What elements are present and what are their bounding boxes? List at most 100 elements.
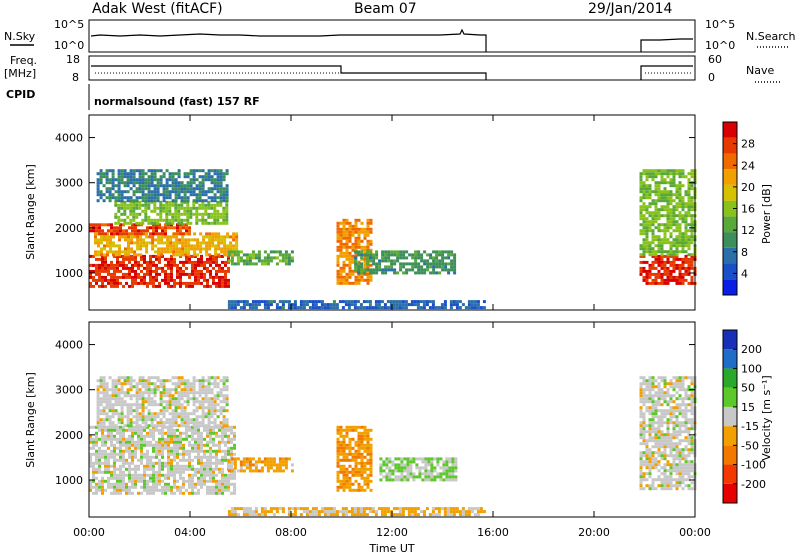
cell	[269, 460, 273, 464]
cell	[230, 476, 233, 480]
cell	[444, 256, 448, 260]
cell	[155, 482, 158, 486]
cell	[175, 241, 179, 245]
cell	[167, 488, 170, 492]
cell	[657, 238, 661, 242]
cell	[102, 409, 106, 413]
cell	[290, 513, 294, 517]
cell	[672, 241, 676, 245]
cell	[89, 488, 92, 492]
cell	[464, 513, 468, 517]
cell	[173, 476, 176, 480]
cell	[110, 278, 113, 282]
cell	[233, 303, 237, 307]
cell	[207, 215, 211, 219]
cell	[165, 394, 169, 398]
cell	[171, 181, 175, 185]
cell	[183, 394, 187, 398]
cell	[191, 263, 194, 267]
cell	[218, 482, 221, 486]
cell	[194, 470, 197, 474]
cell	[269, 303, 273, 307]
cell	[152, 434, 155, 438]
cell	[687, 196, 691, 200]
cell	[687, 241, 691, 245]
cell	[233, 476, 236, 480]
cell	[221, 254, 224, 258]
cell	[669, 190, 673, 194]
cell	[429, 253, 433, 257]
cell	[213, 421, 217, 425]
cell	[420, 253, 424, 257]
cell	[212, 443, 215, 447]
cell	[441, 259, 445, 263]
cell	[660, 260, 664, 264]
cell	[642, 190, 646, 194]
cell	[260, 259, 264, 263]
cell	[204, 412, 208, 416]
cell	[345, 425, 349, 429]
cell	[188, 434, 191, 438]
cell	[140, 232, 143, 236]
cell	[642, 382, 646, 386]
cell	[227, 458, 230, 462]
cell	[96, 199, 100, 203]
cell	[153, 196, 157, 200]
cell	[354, 242, 358, 246]
cell	[216, 397, 220, 401]
cell	[311, 513, 315, 517]
cell	[96, 193, 100, 197]
cell	[651, 379, 655, 383]
cell	[215, 485, 218, 489]
cell	[158, 488, 161, 492]
cell	[351, 269, 355, 273]
cell	[221, 269, 224, 273]
cell	[113, 482, 116, 486]
cell	[357, 437, 361, 441]
cell	[101, 479, 104, 483]
cell	[218, 266, 221, 270]
cell	[146, 452, 149, 456]
cell	[254, 466, 258, 470]
cell	[348, 485, 352, 489]
cell	[648, 466, 652, 470]
cell	[663, 409, 667, 413]
cell	[188, 479, 191, 483]
cell	[120, 218, 124, 222]
cell	[140, 275, 143, 279]
cell	[206, 281, 209, 285]
cell	[125, 458, 128, 462]
cell	[314, 300, 318, 304]
cell	[116, 446, 119, 450]
cell	[233, 482, 236, 486]
cell	[254, 303, 258, 307]
cell	[660, 193, 664, 197]
cell	[336, 263, 340, 267]
cell	[678, 205, 682, 209]
cell	[146, 464, 149, 468]
cell	[210, 382, 214, 386]
cell	[122, 458, 125, 462]
cell	[116, 229, 119, 233]
cell	[435, 259, 439, 263]
cell	[177, 175, 181, 179]
cell	[125, 232, 128, 236]
cell	[200, 443, 203, 447]
cell	[354, 227, 358, 231]
cell	[155, 440, 158, 444]
cell	[225, 187, 229, 191]
cell	[675, 250, 679, 254]
cell	[648, 463, 652, 467]
cell	[357, 485, 361, 489]
region-3	[336, 425, 373, 492]
cell	[191, 443, 194, 447]
cell	[225, 379, 229, 383]
cell	[245, 507, 249, 511]
cell	[143, 479, 146, 483]
cell	[427, 472, 431, 476]
cell	[152, 473, 155, 477]
cell	[180, 221, 184, 225]
cell	[669, 199, 673, 203]
cell	[645, 241, 649, 245]
cell	[177, 379, 181, 383]
